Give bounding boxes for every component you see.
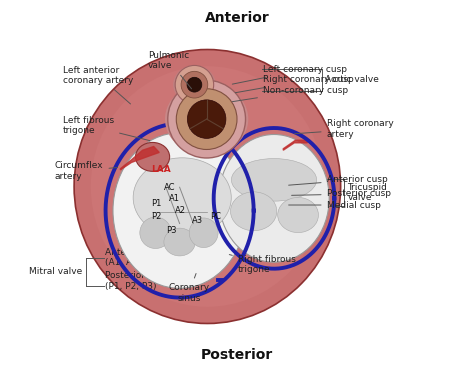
Ellipse shape: [230, 192, 277, 231]
Text: Right coronary cusp: Right coronary cusp: [235, 75, 354, 93]
Ellipse shape: [189, 218, 218, 248]
Circle shape: [175, 65, 214, 104]
Text: Aortic valve: Aortic valve: [325, 75, 379, 84]
Text: P3: P3: [166, 226, 176, 235]
Ellipse shape: [278, 197, 319, 233]
Ellipse shape: [219, 135, 329, 262]
Polygon shape: [283, 140, 307, 150]
Text: A1: A1: [169, 194, 180, 203]
Text: Mitral valve: Mitral valve: [29, 267, 82, 276]
Ellipse shape: [165, 83, 248, 155]
Text: Left fibrous
trigone: Left fibrous trigone: [63, 116, 150, 141]
Ellipse shape: [74, 50, 341, 323]
Text: Posterior leaflet
(P1, P2, P3): Posterior leaflet (P1, P2, P3): [105, 271, 177, 291]
Text: AC: AC: [164, 183, 175, 192]
Text: Right fibrous
trigone: Right fibrous trigone: [229, 254, 296, 274]
Circle shape: [176, 89, 237, 150]
Circle shape: [187, 100, 226, 138]
Ellipse shape: [133, 158, 231, 237]
Circle shape: [168, 80, 246, 158]
Text: Left coronary cusp: Left coronary cusp: [232, 65, 347, 84]
Text: Non-coronary cusp: Non-coronary cusp: [232, 86, 348, 102]
Text: Anterior: Anterior: [205, 11, 269, 25]
Text: LAA: LAA: [151, 164, 171, 173]
Ellipse shape: [173, 65, 216, 104]
Text: Pulmonic
valve: Pulmonic valve: [148, 51, 191, 89]
Text: Left anterior
coronary artery: Left anterior coronary artery: [63, 66, 133, 104]
Text: Circumflex
artery: Circumflex artery: [55, 161, 118, 181]
Text: Tricuspid
valve: Tricuspid valve: [347, 183, 387, 202]
Text: P1: P1: [152, 199, 162, 208]
Text: Right coronary
artery: Right coronary artery: [294, 119, 393, 139]
Text: Posterior cusp: Posterior cusp: [292, 189, 391, 198]
Text: PC: PC: [210, 212, 221, 221]
Text: Coronary
sinus: Coronary sinus: [168, 273, 210, 303]
Text: A3: A3: [191, 216, 202, 225]
Text: A2: A2: [175, 206, 186, 215]
Ellipse shape: [136, 142, 170, 171]
Text: Anterior cusp: Anterior cusp: [289, 175, 387, 185]
Text: Medial cusp: Medial cusp: [289, 201, 381, 210]
Ellipse shape: [231, 159, 317, 201]
Text: P2: P2: [152, 211, 162, 220]
Ellipse shape: [140, 217, 171, 248]
Text: Posterior: Posterior: [201, 348, 273, 362]
Ellipse shape: [164, 228, 195, 256]
Ellipse shape: [91, 66, 324, 307]
Polygon shape: [120, 147, 159, 170]
Text: Anterior leaflet
(A1, A2, A3): Anterior leaflet (A1, A2, A3): [105, 248, 173, 267]
Circle shape: [181, 71, 208, 98]
Ellipse shape: [113, 133, 246, 288]
Circle shape: [187, 77, 202, 92]
